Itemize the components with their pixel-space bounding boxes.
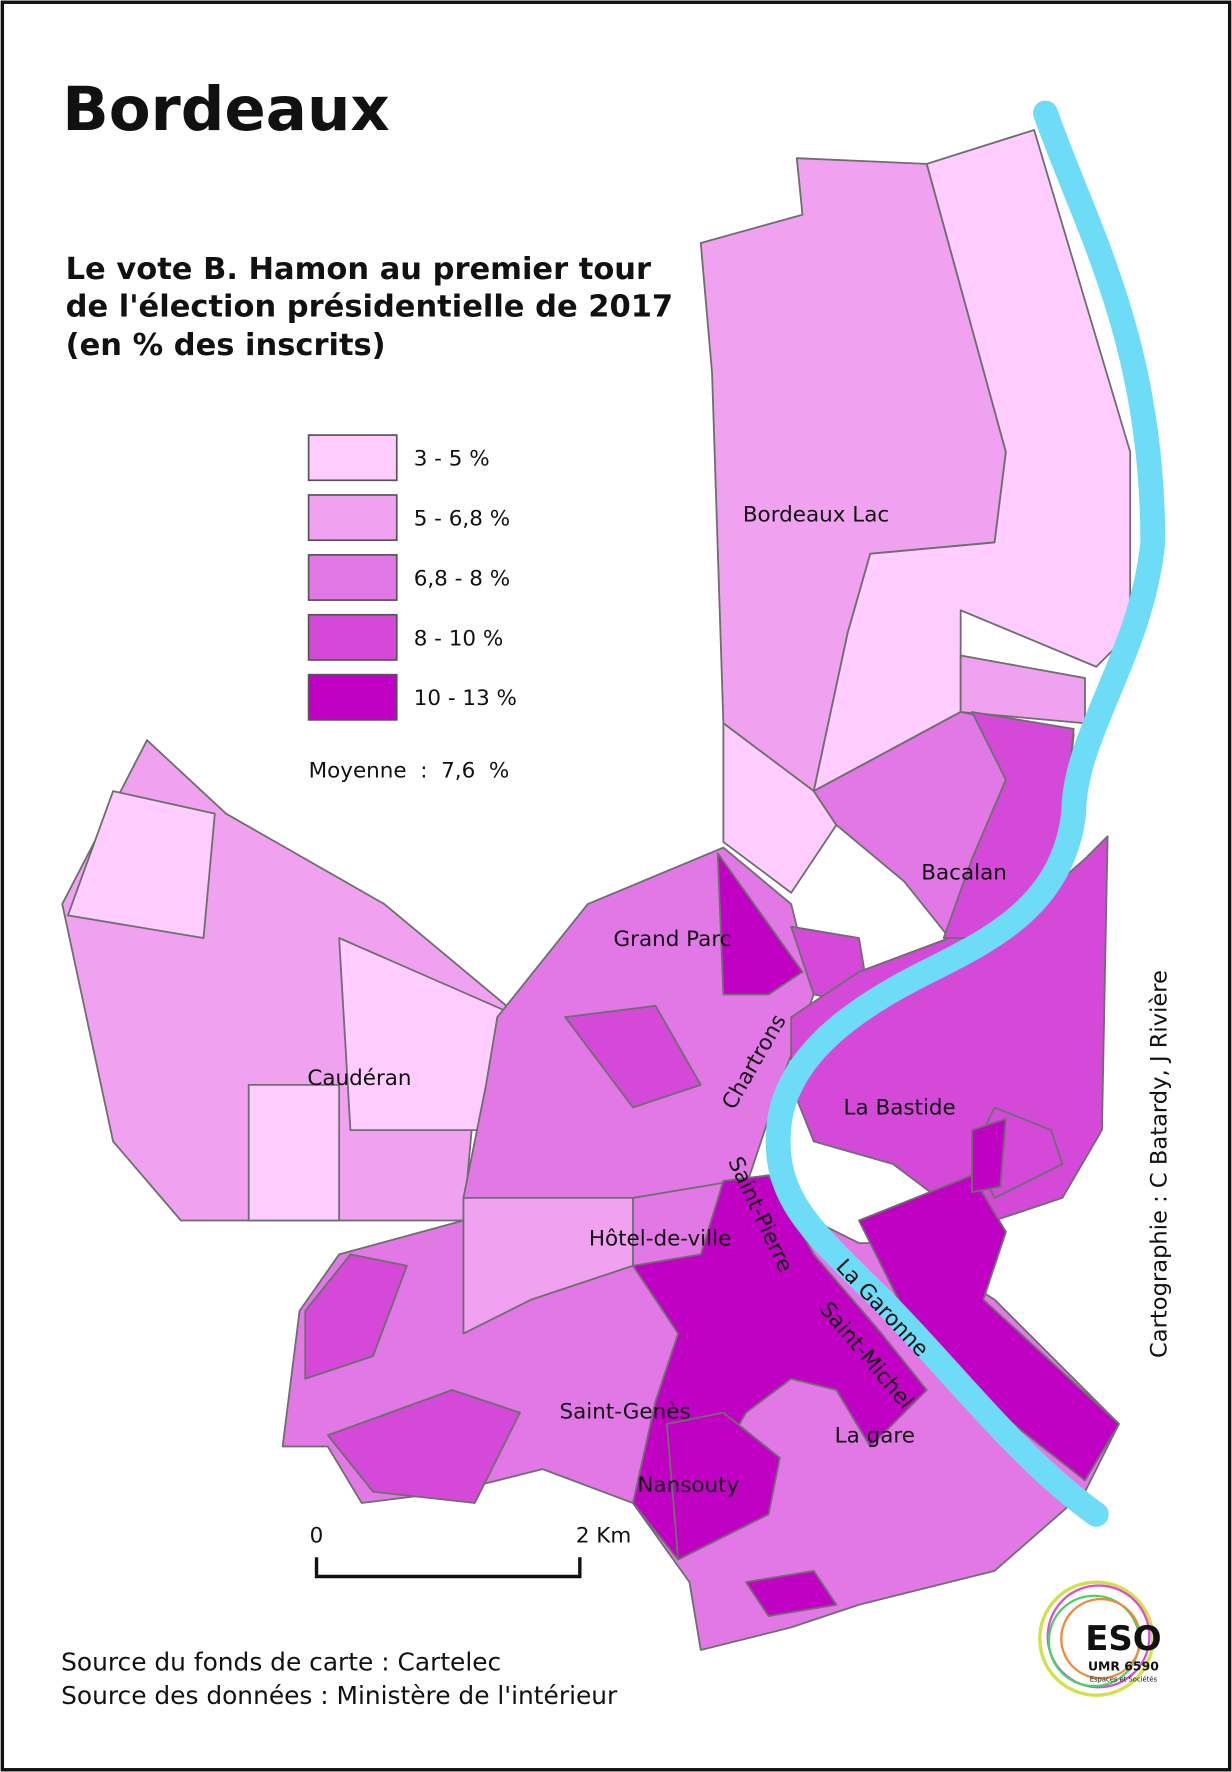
- legend-label: 8 - 10 %: [414, 626, 504, 651]
- scale-end: 2 Km: [576, 1524, 631, 1549]
- logo-ring: [1046, 1584, 1151, 1689]
- district: [665, 1411, 781, 1561]
- legend-label: 5 - 6,8 %: [414, 506, 510, 531]
- districts: [61, 129, 1132, 1651]
- district: [326, 1389, 521, 1504]
- subtitle: Le vote B. Hamon au premier tour: [66, 252, 651, 287]
- logo-ring: [1060, 1597, 1142, 1680]
- district: [304, 1253, 408, 1380]
- source: Source des données : Ministère de l'inté…: [61, 1681, 618, 1710]
- place-label: Caudéran: [307, 1066, 411, 1091]
- subtitle: (en % des inscrits): [66, 328, 386, 363]
- legend-swatch: [307, 554, 398, 601]
- source: Source du fonds de carte : Cartelec: [61, 1647, 501, 1676]
- scale-bar: [314, 1557, 582, 1579]
- district: [722, 722, 838, 894]
- title: Bordeaux: [62, 74, 390, 145]
- legend-label: 6,8 - 8 %: [414, 566, 510, 591]
- logo-ring: [1038, 1580, 1155, 1697]
- logo-unit: UMR 6590: [1088, 1658, 1159, 1673]
- place-label: Bacalan: [921, 861, 1007, 886]
- district: [564, 1004, 702, 1109]
- place-label: Hôtel-de-ville: [589, 1227, 731, 1252]
- legend-swatch: [307, 613, 398, 661]
- place-label: Saint-Genès: [559, 1400, 690, 1425]
- legend-swatch: [307, 434, 398, 482]
- place-label: Bordeaux Lac: [743, 502, 889, 527]
- credit: Cartographie : C Batardy, J Rivière: [1146, 970, 1172, 1358]
- district: [716, 852, 804, 996]
- district: [66, 790, 216, 939]
- river: [765, 100, 1166, 1527]
- subtitle: de l'élection présidentielle de 2017: [66, 289, 674, 324]
- logo-name: ESO: [1085, 1619, 1161, 1658]
- legend-label: 10 - 13 %: [414, 686, 517, 711]
- place-label: La gare: [835, 1423, 915, 1448]
- legend-average: Moyenne : 7,6 %: [309, 759, 510, 784]
- legend-swatch: [307, 494, 398, 542]
- place-label: La Bastide: [844, 1096, 956, 1121]
- district: [971, 1117, 1007, 1194]
- legend-label: 3 - 5 %: [414, 447, 490, 472]
- logo: ESO UMR 6590 Espaces et Sociétés: [1038, 1580, 1162, 1697]
- logo-tagline: Espaces et Sociétés: [1090, 1676, 1158, 1684]
- legend-swatch: [307, 673, 398, 721]
- scale-start: 0: [310, 1524, 324, 1549]
- place-label: Nansouty: [637, 1473, 739, 1498]
- district: [745, 1569, 838, 1617]
- district: [462, 1197, 634, 1335]
- place-label: Grand Parc: [614, 927, 732, 952]
- legend: 3 - 5 % 5 - 6,8 % 6,8 - 8 % 8 - 10 % 10 - 13…: [307, 434, 517, 721]
- district: [247, 1083, 341, 1222]
